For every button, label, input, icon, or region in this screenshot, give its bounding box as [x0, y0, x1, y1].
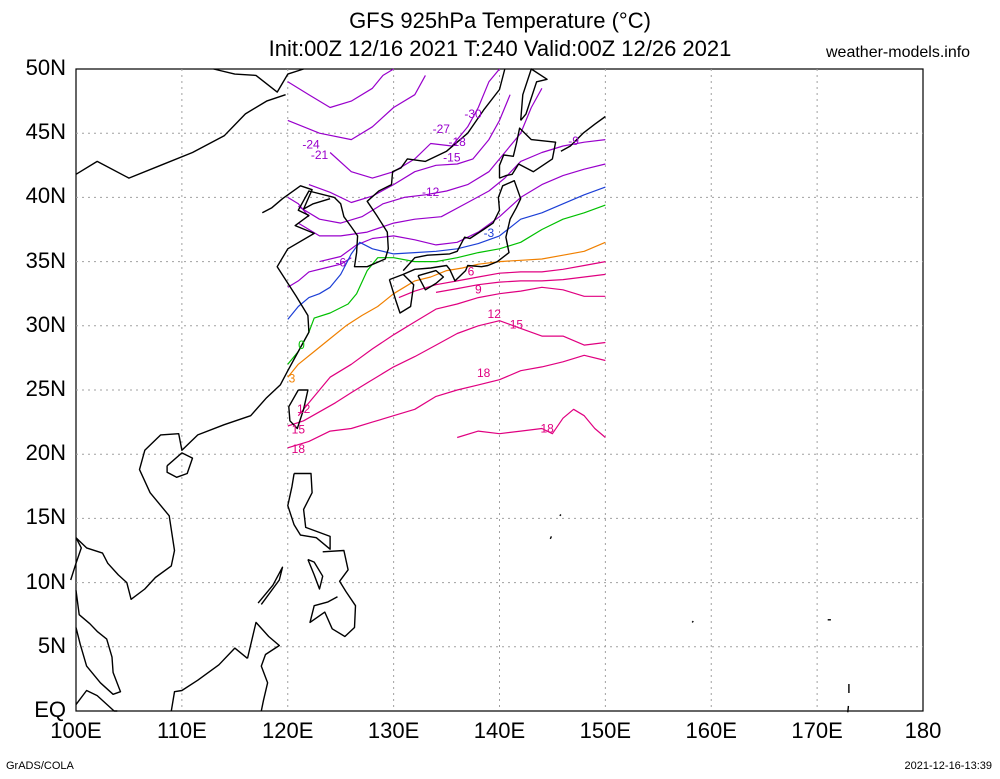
coastline-segment: [417, 269, 445, 291]
coastline-segment: [847, 705, 850, 713]
contour-label: 15: [292, 423, 306, 437]
isotherm-line: [287, 186, 606, 320]
lat-tick-label: 50N: [25, 55, 66, 80]
coastline-segment: [75, 689, 118, 712]
lat-tick-label: 20N: [25, 440, 66, 466]
contour-labels: -30-27-24-21-18-15-12-9-6-30369121518121…: [289, 107, 580, 456]
coastline-segment: [246, 621, 280, 712]
lat-tick-label: 25N: [25, 376, 66, 401]
chart-title: GFS 925hPa Temperature (°C): [349, 8, 651, 33]
coastline-segment: [257, 566, 284, 605]
contour-label: -15: [443, 150, 461, 164]
isotherm-line: [287, 257, 352, 288]
lat-tick-label: 35N: [25, 247, 66, 273]
coastline-segment: [333, 68, 506, 268]
contour-label: 0: [298, 338, 305, 352]
isotherm-line: [287, 320, 606, 427]
coastline-segment: [402, 180, 522, 282]
coastlines: [70, 68, 850, 713]
coastline-segment: [75, 94, 286, 179]
contour-label: 15: [510, 317, 524, 331]
lon-tick-label: 170E: [791, 718, 843, 743]
site-credit: weather-models.info: [826, 44, 971, 61]
footer-grads: GrADS/COLA: [6, 760, 74, 772]
lat-tick-label: 5N: [37, 632, 66, 658]
contour-label: 18: [292, 442, 306, 456]
lon-tick-label: 180: [904, 718, 942, 743]
lon-tick-label: 150E: [579, 718, 632, 743]
contour-label: 18: [477, 366, 491, 380]
coastline-segment: [70, 537, 82, 581]
contour-label: -18: [448, 135, 466, 149]
contour-label: 9: [475, 283, 482, 297]
isotherm-line: [435, 273, 606, 293]
isotherm-line: [287, 68, 394, 109]
isotherm-line: [457, 408, 606, 439]
contour-label: -24: [302, 138, 320, 152]
coastline-segment: [560, 115, 606, 152]
coastline-segment: [691, 620, 694, 623]
lon-tick-label: 130E: [367, 718, 420, 743]
coastline-segment: [388, 273, 415, 314]
contour-label: -6: [335, 256, 346, 270]
lon-tick-label: 120E: [262, 718, 314, 743]
coastline-segment: [288, 389, 309, 430]
isotherm-line: [287, 204, 606, 365]
temperature-contours: [287, 68, 606, 449]
isotherm-line: [287, 241, 606, 378]
isotherm-line: [287, 196, 310, 218]
contour-label: -30: [464, 107, 482, 121]
coastline-segment: [170, 647, 248, 712]
chart-subtitle: Init:00Z 12/16 2021 T:240 Valid:00Z 12/2…: [268, 36, 732, 61]
lon-tick-label: 100E: [50, 718, 102, 743]
coastline-segment: [75, 590, 122, 695]
grid-lines: [76, 69, 923, 711]
coastline-segment: [287, 472, 331, 550]
isotherm-line: [297, 139, 606, 237]
coastline-segment: [75, 190, 335, 600]
lat-tick-label: EQ: [34, 697, 66, 722]
lat-tick-label: 10N: [25, 568, 66, 594]
lon-tick-label: 110E: [157, 718, 207, 743]
contour-label: 6: [468, 265, 475, 279]
isotherm-line: [287, 354, 606, 449]
coastline-segment: [309, 549, 357, 638]
lat-tick-label: 40N: [25, 183, 66, 209]
contour-label: 12: [297, 402, 311, 416]
isotherm-line: [398, 261, 606, 299]
contour-label: 18: [540, 421, 554, 435]
lon-tick-label: 140E: [473, 718, 526, 743]
contour-label: -9: [568, 134, 579, 148]
isotherm-line: [287, 75, 426, 141]
coastline-segment: [213, 68, 304, 93]
coastline-segment: [559, 514, 562, 517]
coastline-segment: [307, 558, 324, 590]
coastline-segment: [261, 185, 331, 214]
lon-tick-label: 160E: [685, 718, 737, 743]
contour-label: 3: [289, 371, 296, 385]
isotherm-line: [297, 286, 606, 417]
coastline-segment: [549, 536, 553, 540]
lat-tick-label: 30N: [25, 311, 66, 337]
contour-label: -27: [433, 122, 451, 136]
contour-label: 12: [488, 307, 502, 321]
isotherm-line: [308, 94, 511, 204]
lat-tick-label: 45N: [25, 119, 66, 145]
isotherm-line: [329, 68, 500, 179]
coastline-segment: [520, 68, 548, 121]
lat-tick-label: 15N: [25, 504, 66, 530]
coastline-segment: [498, 127, 557, 179]
coastline-segment: [166, 452, 194, 478]
footer-timestamp: 2021-12-16-13:39: [904, 760, 992, 772]
contour-label: -12: [422, 185, 440, 199]
contour-label: -21: [311, 148, 329, 162]
contour-label: -3: [484, 226, 495, 240]
